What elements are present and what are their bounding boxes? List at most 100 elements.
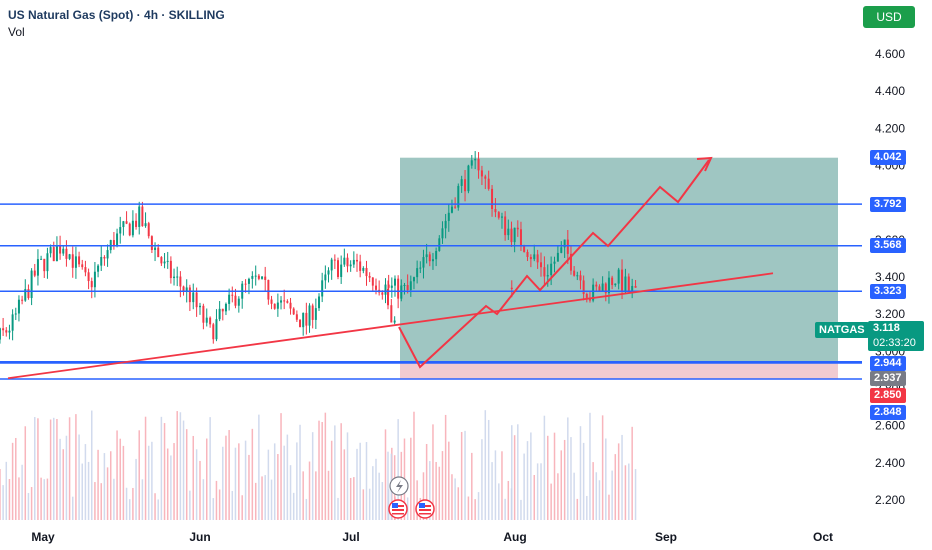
candle-body [11,314,14,331]
event-icons[interactable] [388,476,435,519]
candle-body [540,262,543,268]
us-flag-icon[interactable] [415,499,435,519]
volume-bar [37,418,39,520]
candle-body [576,275,579,277]
volume-bar [340,423,342,520]
candle-body [422,257,425,268]
us-flag-icon[interactable] [388,499,408,519]
candle-body [585,293,588,298]
candle-body [254,275,257,277]
candle-body [138,206,141,227]
volume-bar [280,413,282,520]
volume-bar [248,454,250,520]
candle-body [135,220,138,227]
volume-bar [359,442,361,520]
candle-body [270,299,273,304]
time-tick-label: May [31,530,55,544]
candle-body [295,314,298,320]
candle-body [368,276,371,278]
candle-body [504,216,507,236]
candle-body [621,269,624,292]
volume-bar [378,472,380,520]
candle-body [438,238,441,251]
candle-body [349,264,352,267]
candle-body [419,267,422,269]
volume-bar [2,485,4,520]
volume-bar [56,418,58,520]
candle-body [188,287,191,303]
candle-body [523,245,526,252]
support-trendline[interactable] [7,272,774,380]
candle-body [292,308,295,315]
candle-body [17,299,20,314]
trendline[interactable] [7,272,774,380]
volume-bar [460,431,463,520]
candle-body [176,276,179,278]
candle-body [327,270,330,275]
level-badge: 2.848 [870,405,906,420]
time-tick-label: Sep [655,530,677,544]
horizontal-levels[interactable] [0,203,862,380]
candle-body [199,305,201,308]
candle-body [147,223,150,237]
candle-body [302,312,305,328]
volume-bar [21,464,23,520]
candle-body [112,240,115,247]
volume-bar [43,479,46,520]
volume-bar [540,463,542,520]
volume-bar [592,462,594,520]
volume-bar [119,438,121,520]
volume-bar [368,488,371,520]
projection-path[interactable] [398,156,713,369]
volume-bar [560,450,563,520]
volume-bar [176,411,178,520]
candle-body [582,280,585,294]
volume-bar [277,454,279,520]
candle-body [65,248,68,259]
target-zone[interactable] [400,157,838,362]
volume-bar [631,426,633,520]
volume-bar [116,430,118,520]
volume-bar [215,480,218,520]
candle-body [21,299,24,301]
candle-body [447,212,450,221]
candle-body [33,270,36,276]
stop-zone[interactable] [400,361,838,380]
volume-label[interactable]: Vol [8,25,25,39]
time-tick-label: Oct [813,530,833,544]
candle-body [467,165,470,192]
symbol-title[interactable]: US Natural Gas (Spot) · 4h · SKILLING [8,8,225,22]
volume-bar [553,432,556,520]
volume-bar [78,434,80,520]
candle-body [205,317,208,323]
price-axis[interactable]: 2.2002.4002.6002.8003.0003.2003.4003.600… [875,47,905,507]
volume-bar [53,417,55,520]
flash-icon[interactable] [389,476,409,496]
volume-bar [308,461,311,520]
volume-bar [343,449,346,520]
volume-bar [543,415,546,520]
candle-body [480,170,483,177]
candle-body [84,267,87,273]
candle-body [157,247,160,258]
volume-bar [330,440,333,520]
volume-bar [595,472,598,520]
currency-button[interactable]: USD [863,6,915,28]
candle-body [598,286,601,292]
candle-body [340,264,343,277]
candle-body [560,247,563,253]
volume-bar [397,419,399,520]
level-badge: 2.944 [870,356,906,371]
candle-body [283,300,286,302]
volume-bar [504,498,506,520]
candle-body [62,248,65,254]
candle-body [128,223,131,236]
volume-bar [163,423,166,520]
projection-line[interactable] [398,159,710,369]
time-axis[interactable]: May Jun Jul Aug Sep Oct [31,530,833,544]
candle-body [46,253,49,272]
candle-body [566,239,569,254]
volume-bar [513,435,516,520]
candle-body [390,285,393,288]
